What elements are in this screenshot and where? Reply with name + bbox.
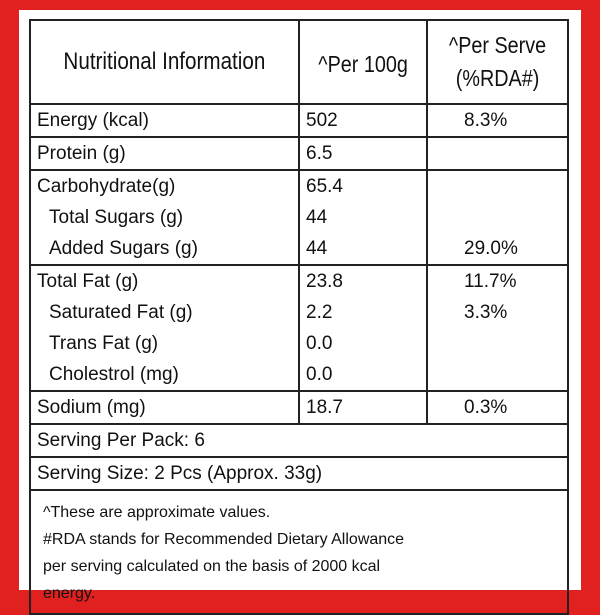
footnote-line: energy. bbox=[43, 585, 96, 602]
per-100g-value: 44 bbox=[306, 238, 328, 259]
serving-size: Serving Size: 2 Pcs (Approx. 33g) bbox=[31, 458, 567, 491]
per-100g-value: 0.0 bbox=[306, 333, 333, 354]
rda-value: 8.3% bbox=[464, 110, 508, 131]
per-100g-value: 44 bbox=[306, 207, 328, 228]
serving-per-pack: Serving Per Pack: 6 bbox=[31, 425, 567, 458]
table-header: Nutritional Information ^Per 100g ^Per S… bbox=[31, 21, 567, 105]
nutrient-label: Total Fat (g) bbox=[37, 271, 139, 292]
nutrient-label: Added Sugars (g) bbox=[49, 238, 198, 259]
rda-value bbox=[428, 328, 567, 359]
nutrition-table: Nutritional Information ^Per 100g ^Per S… bbox=[29, 19, 569, 615]
header-nutrient-cell: Nutritional Information bbox=[31, 21, 300, 103]
rda-value bbox=[428, 359, 567, 390]
header-per-serve: ^Per Serve bbox=[448, 32, 547, 58]
footnote-line: #RDA stands for Recommended Dietary Allo… bbox=[43, 531, 405, 548]
nutrient-label: Trans Fat (g) bbox=[49, 333, 159, 354]
group-carbohydrate: Carbohydrate(g) Total Sugars (g) Added S… bbox=[31, 171, 567, 266]
group-sodium: Sodium (mg) 18.7 0.3% bbox=[31, 392, 567, 425]
nutrient-label: Carbohydrate(g) bbox=[37, 176, 176, 197]
group-protein: Protein (g) 6.5 bbox=[31, 138, 567, 171]
nutrient-label: Sodium (mg) bbox=[37, 397, 146, 418]
footnotes: ^These are approximate values. #RDA stan… bbox=[31, 491, 567, 613]
per-100g-value: 18.7 bbox=[306, 397, 343, 418]
rda-value: 29.0% bbox=[464, 238, 518, 259]
header-title: Nutritional Information bbox=[63, 48, 266, 75]
header-per100-cell: ^Per 100g bbox=[300, 21, 428, 103]
rda-value: 3.3% bbox=[464, 302, 508, 323]
per-100g-value: 2.2 bbox=[306, 302, 333, 323]
per-100g-value: 502 bbox=[306, 110, 338, 131]
rda-value bbox=[428, 138, 567, 169]
per-100g-value: 0.0 bbox=[306, 364, 333, 385]
per-100g-value: 6.5 bbox=[306, 143, 333, 164]
nutrient-label: Energy (kcal) bbox=[37, 110, 149, 131]
footnote-line: ^These are approximate values. bbox=[43, 504, 271, 521]
rda-value: 0.3% bbox=[464, 397, 508, 418]
nutrient-label: Cholestrol (mg) bbox=[49, 364, 179, 385]
header-rda: (%RDA#) bbox=[455, 65, 540, 91]
footnote-line: per serving calculated on the basis of 2… bbox=[43, 558, 381, 575]
nutrient-label: Protein (g) bbox=[37, 143, 126, 164]
header-per-100g: ^Per 100g bbox=[318, 50, 408, 77]
per-100g-value: 23.8 bbox=[306, 271, 343, 292]
rda-value bbox=[428, 202, 567, 233]
rda-value bbox=[428, 171, 567, 202]
rda-value: 11.7% bbox=[464, 271, 517, 292]
header-per-serve-cell: ^Per Serve (%RDA#) bbox=[428, 21, 567, 103]
group-fat: Total Fat (g) Saturated Fat (g) Trans Fa… bbox=[31, 266, 567, 392]
nutrient-label: Total Sugars (g) bbox=[49, 207, 184, 228]
nutrition-label-panel: Nutritional Information ^Per 100g ^Per S… bbox=[19, 10, 581, 615]
per-100g-value: 65.4 bbox=[306, 176, 343, 197]
group-energy: Energy (kcal) 502 8.3% bbox=[31, 105, 567, 138]
nutrient-label: Saturated Fat (g) bbox=[49, 302, 193, 323]
